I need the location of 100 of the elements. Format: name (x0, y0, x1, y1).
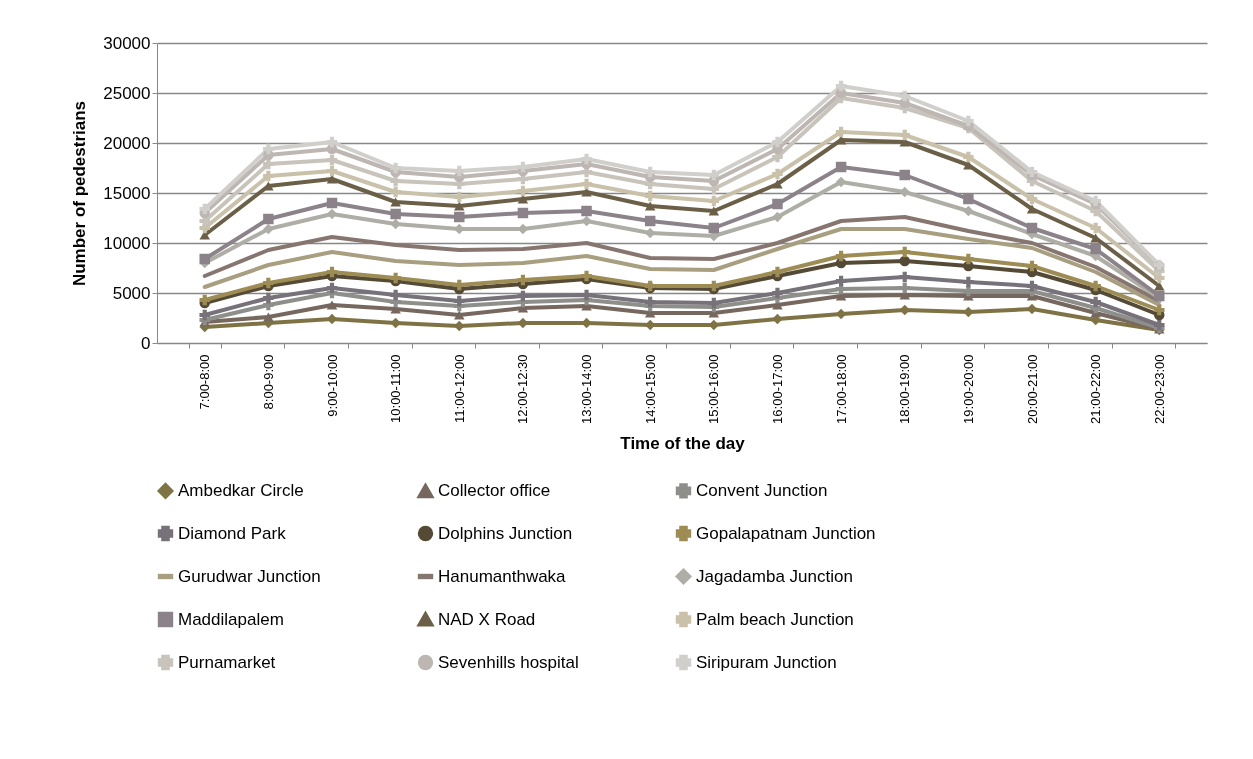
legend-label: NAD X Road (438, 609, 536, 629)
x-tick-label: 9:00-10:00 (324, 354, 340, 417)
point (263, 312, 274, 322)
y-tick-label: 10000 (103, 233, 151, 253)
point (1026, 222, 1038, 234)
point (1026, 280, 1038, 292)
point (454, 320, 465, 332)
y-tick-label: 20000 (103, 133, 151, 153)
point (199, 253, 210, 265)
legend-label: Ambedkar Circle (178, 480, 304, 500)
legend-label: Collector office (438, 481, 551, 501)
point (772, 179, 783, 189)
point (772, 287, 783, 299)
point (708, 222, 720, 234)
point (772, 266, 783, 278)
point (454, 211, 465, 223)
x-tick-label: 14:00-15:00 (642, 354, 658, 424)
point (708, 297, 720, 309)
point (263, 213, 274, 225)
point (708, 195, 720, 207)
point (835, 126, 847, 138)
point (1026, 260, 1038, 272)
legend-label: Gurudwar Junction (178, 566, 321, 586)
point (963, 151, 974, 163)
point (899, 271, 910, 283)
point (390, 208, 401, 220)
point (263, 170, 274, 182)
legend-label: Palm beach Junction (696, 609, 854, 629)
point (835, 161, 847, 173)
y-axis-title: Number of pedestrians (70, 100, 90, 287)
point (899, 304, 910, 316)
y-tick-label: 30000 (103, 33, 151, 53)
x-tick-label: 13:00-14:00 (579, 354, 595, 424)
point (899, 255, 910, 267)
point (899, 90, 910, 102)
point (772, 136, 783, 148)
point (772, 198, 783, 210)
point (390, 186, 401, 198)
point (581, 215, 592, 227)
x-tick-label: 21:00-22:00 (1088, 354, 1104, 424)
point (1026, 204, 1038, 214)
point (963, 276, 974, 288)
x-tick-label: 19:00-20:00 (960, 354, 976, 424)
x-tick-label: 8:00-9:00 (260, 354, 276, 410)
point (644, 166, 656, 178)
legend-label: Gopalapatnam Junction (696, 523, 876, 543)
point (390, 218, 401, 230)
point (899, 129, 910, 141)
point (454, 201, 465, 211)
legend-label: Convent Junction (696, 480, 828, 500)
point (581, 178, 592, 190)
point (517, 185, 529, 197)
point (772, 313, 783, 325)
point (899, 169, 910, 181)
point (454, 310, 465, 320)
point (199, 309, 210, 321)
x-tick-label: 18:00-19:00 (897, 354, 913, 424)
point (963, 205, 974, 217)
legend-label: Sevenhills hospital (438, 652, 579, 672)
x-tick-label: 17:00-18:00 (833, 354, 849, 424)
point (581, 153, 592, 165)
y-tick-label: 5000 (112, 283, 151, 303)
x-tick-label: 20:00-21:00 (1024, 354, 1040, 424)
point (517, 161, 529, 173)
point (835, 275, 847, 287)
point (644, 296, 656, 308)
point (644, 201, 656, 211)
point (326, 282, 338, 294)
point (326, 197, 338, 209)
x-tick-label: 11:00-12:00 (451, 354, 467, 423)
point (517, 207, 529, 219)
legend-label: Diamond Park (178, 523, 287, 543)
point (326, 154, 338, 166)
point (326, 266, 338, 278)
point (199, 203, 210, 215)
point (263, 292, 274, 304)
point (899, 282, 910, 294)
point (454, 191, 465, 203)
x-tick-label: 12:00-12:30 (515, 354, 531, 424)
point (644, 215, 656, 227)
x-axis-title: Time of the day (620, 433, 746, 453)
point (1090, 243, 1101, 255)
legend-label: Hanumanthwaka (438, 566, 567, 586)
legend-label: Jagadamba Junction (696, 566, 853, 586)
y-tick-label: 0 (141, 333, 151, 353)
point (454, 295, 465, 307)
point (708, 169, 720, 181)
point (326, 165, 338, 177)
point (835, 80, 847, 92)
point (390, 162, 401, 174)
point (772, 211, 783, 223)
point (326, 136, 338, 148)
point (1090, 222, 1101, 234)
point (390, 197, 401, 207)
point (263, 223, 274, 235)
point (1090, 280, 1101, 292)
point (708, 206, 720, 216)
y-tick-label: 15000 (103, 183, 151, 203)
point (390, 289, 401, 301)
legend-label: Maddilapalem (178, 609, 284, 629)
